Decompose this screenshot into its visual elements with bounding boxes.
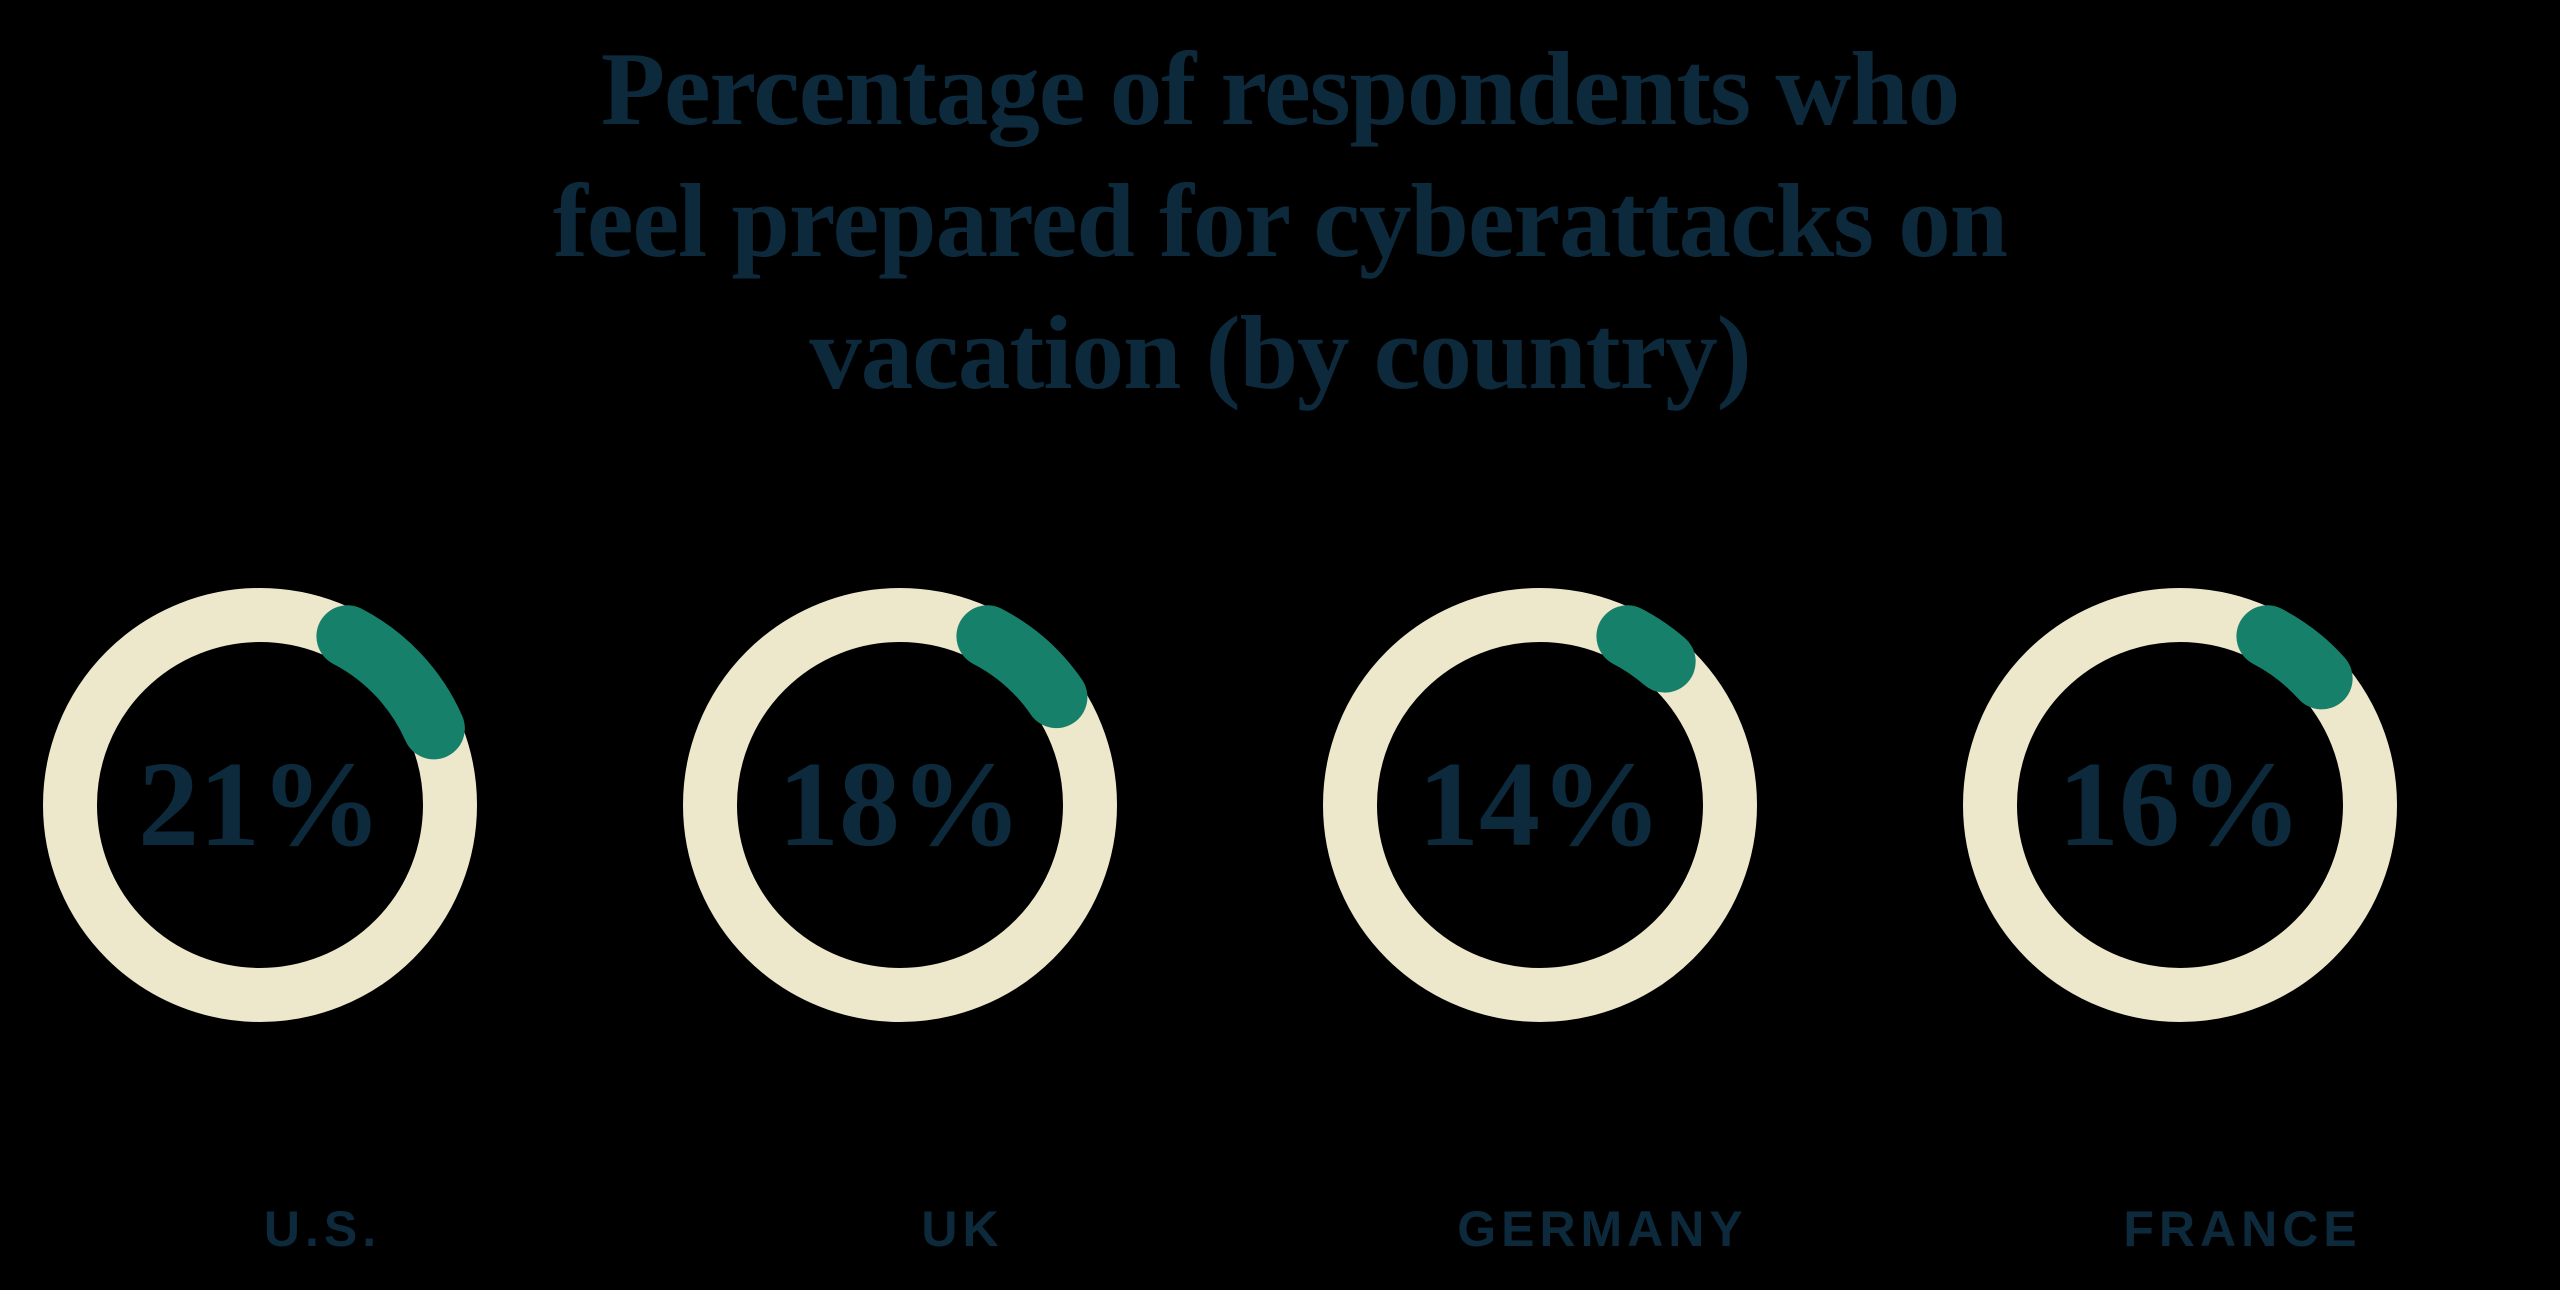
donut-track-ring <box>683 588 1117 1022</box>
chart-title-line-2: feel prepared for cyberattacks on <box>552 162 2008 279</box>
donut-chart-france <box>1963 588 2397 1022</box>
chart-title-line-1: Percentage of respondents who <box>600 30 1960 147</box>
donut-chart-germany <box>1323 588 1757 1022</box>
donut-group-germany: 14% GERMANY <box>1280 0 1920 1290</box>
donut-group-france: 16% FRANCE <box>1920 0 2560 1290</box>
country-label-france: FRANCE <box>2123 1201 2362 1257</box>
donut-track-ring <box>43 588 477 1022</box>
country-label-uk: UK <box>921 1201 1004 1257</box>
donut-progress-arc <box>316 605 465 760</box>
donut-group-uk: 18% UK <box>640 0 1280 1290</box>
donut-value-label: 14% <box>1418 737 1662 872</box>
donut-progress-arc <box>1596 605 1696 693</box>
donut-value-label: 16% <box>2058 737 2302 872</box>
donut-track-ring <box>1963 588 2397 1022</box>
donut-progress-arc <box>2236 605 2353 710</box>
donut-chart-us <box>43 588 477 1022</box>
donut-group-us: 21% U.S. <box>0 0 640 1290</box>
donut-value-label: 21% <box>138 737 382 872</box>
donut-chart-uk <box>683 588 1117 1022</box>
chart-title: Percentage of respondents who feel prepa… <box>0 23 2560 419</box>
chart-title-line-3: vacation (by country) <box>809 294 1751 411</box>
country-label-germany: GERMANY <box>1457 1201 1748 1257</box>
donut-progress-arc <box>956 605 1088 729</box>
donut-track-ring <box>1323 588 1757 1022</box>
country-label-us: U.S. <box>263 1201 382 1257</box>
donut-value-label: 18% <box>778 737 1022 872</box>
